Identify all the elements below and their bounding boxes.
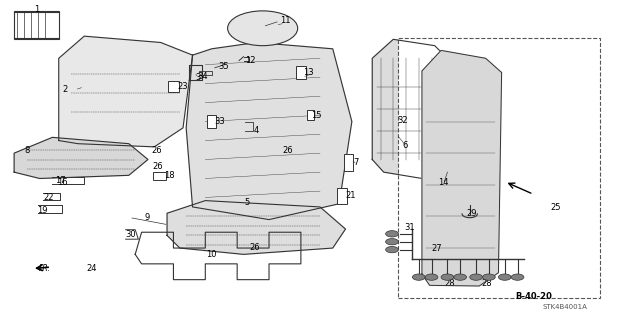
Circle shape — [386, 231, 398, 237]
Text: 30: 30 — [125, 230, 136, 239]
Text: B-40-20: B-40-20 — [515, 292, 552, 300]
Text: 31: 31 — [404, 223, 415, 232]
Text: 28: 28 — [444, 279, 454, 288]
Text: FR.: FR. — [38, 264, 51, 273]
Text: 27: 27 — [431, 244, 442, 253]
Text: 19: 19 — [38, 206, 48, 215]
Polygon shape — [167, 201, 346, 254]
Text: 26: 26 — [249, 243, 260, 252]
Bar — [397, 38, 600, 298]
Text: 25: 25 — [550, 203, 561, 212]
Text: 26: 26 — [282, 146, 293, 155]
Text: 2: 2 — [63, 85, 68, 94]
Circle shape — [386, 247, 398, 253]
Text: 35: 35 — [218, 62, 228, 71]
Circle shape — [511, 274, 524, 280]
Polygon shape — [372, 39, 447, 178]
Text: 26: 26 — [153, 162, 163, 171]
Circle shape — [499, 274, 511, 280]
FancyBboxPatch shape — [307, 110, 314, 120]
Circle shape — [454, 274, 467, 280]
Text: 7: 7 — [353, 158, 358, 167]
Text: 12: 12 — [244, 56, 255, 65]
Circle shape — [425, 274, 438, 280]
Text: 26: 26 — [151, 145, 161, 154]
Text: 16: 16 — [57, 178, 68, 187]
Circle shape — [441, 274, 454, 280]
Text: 18: 18 — [164, 171, 175, 181]
Polygon shape — [59, 36, 193, 147]
Text: 21: 21 — [345, 191, 356, 200]
Polygon shape — [422, 50, 502, 286]
Text: 11: 11 — [280, 16, 290, 25]
Text: 5: 5 — [244, 198, 250, 207]
Text: 34: 34 — [197, 72, 208, 81]
Bar — [14, 11, 59, 39]
FancyBboxPatch shape — [337, 188, 348, 204]
Text: 28: 28 — [482, 279, 492, 288]
Text: 22: 22 — [44, 193, 54, 202]
FancyBboxPatch shape — [153, 172, 166, 180]
FancyBboxPatch shape — [344, 154, 353, 171]
Text: 24: 24 — [86, 264, 97, 273]
Text: 29: 29 — [467, 209, 477, 219]
Polygon shape — [14, 137, 148, 178]
Text: 33: 33 — [214, 117, 225, 126]
Text: 1: 1 — [34, 5, 39, 14]
FancyBboxPatch shape — [207, 115, 216, 128]
Text: 9: 9 — [144, 213, 149, 222]
Circle shape — [386, 239, 398, 245]
Circle shape — [228, 11, 298, 46]
Text: 8: 8 — [24, 145, 29, 154]
Text: 14: 14 — [438, 178, 449, 187]
Text: STK4B4001A: STK4B4001A — [543, 305, 588, 310]
Text: 4: 4 — [253, 126, 259, 135]
Text: 32: 32 — [397, 116, 408, 125]
Text: 3: 3 — [195, 73, 200, 82]
Circle shape — [470, 274, 483, 280]
Text: 10: 10 — [207, 250, 217, 259]
Text: 17: 17 — [55, 175, 66, 185]
Polygon shape — [186, 42, 352, 219]
FancyBboxPatch shape — [296, 66, 306, 79]
Text: 13: 13 — [303, 68, 314, 77]
Text: 23: 23 — [177, 82, 188, 91]
Circle shape — [412, 274, 425, 280]
Circle shape — [483, 274, 495, 280]
Text: 6: 6 — [403, 141, 408, 150]
Text: 15: 15 — [311, 111, 322, 120]
FancyBboxPatch shape — [168, 81, 179, 92]
